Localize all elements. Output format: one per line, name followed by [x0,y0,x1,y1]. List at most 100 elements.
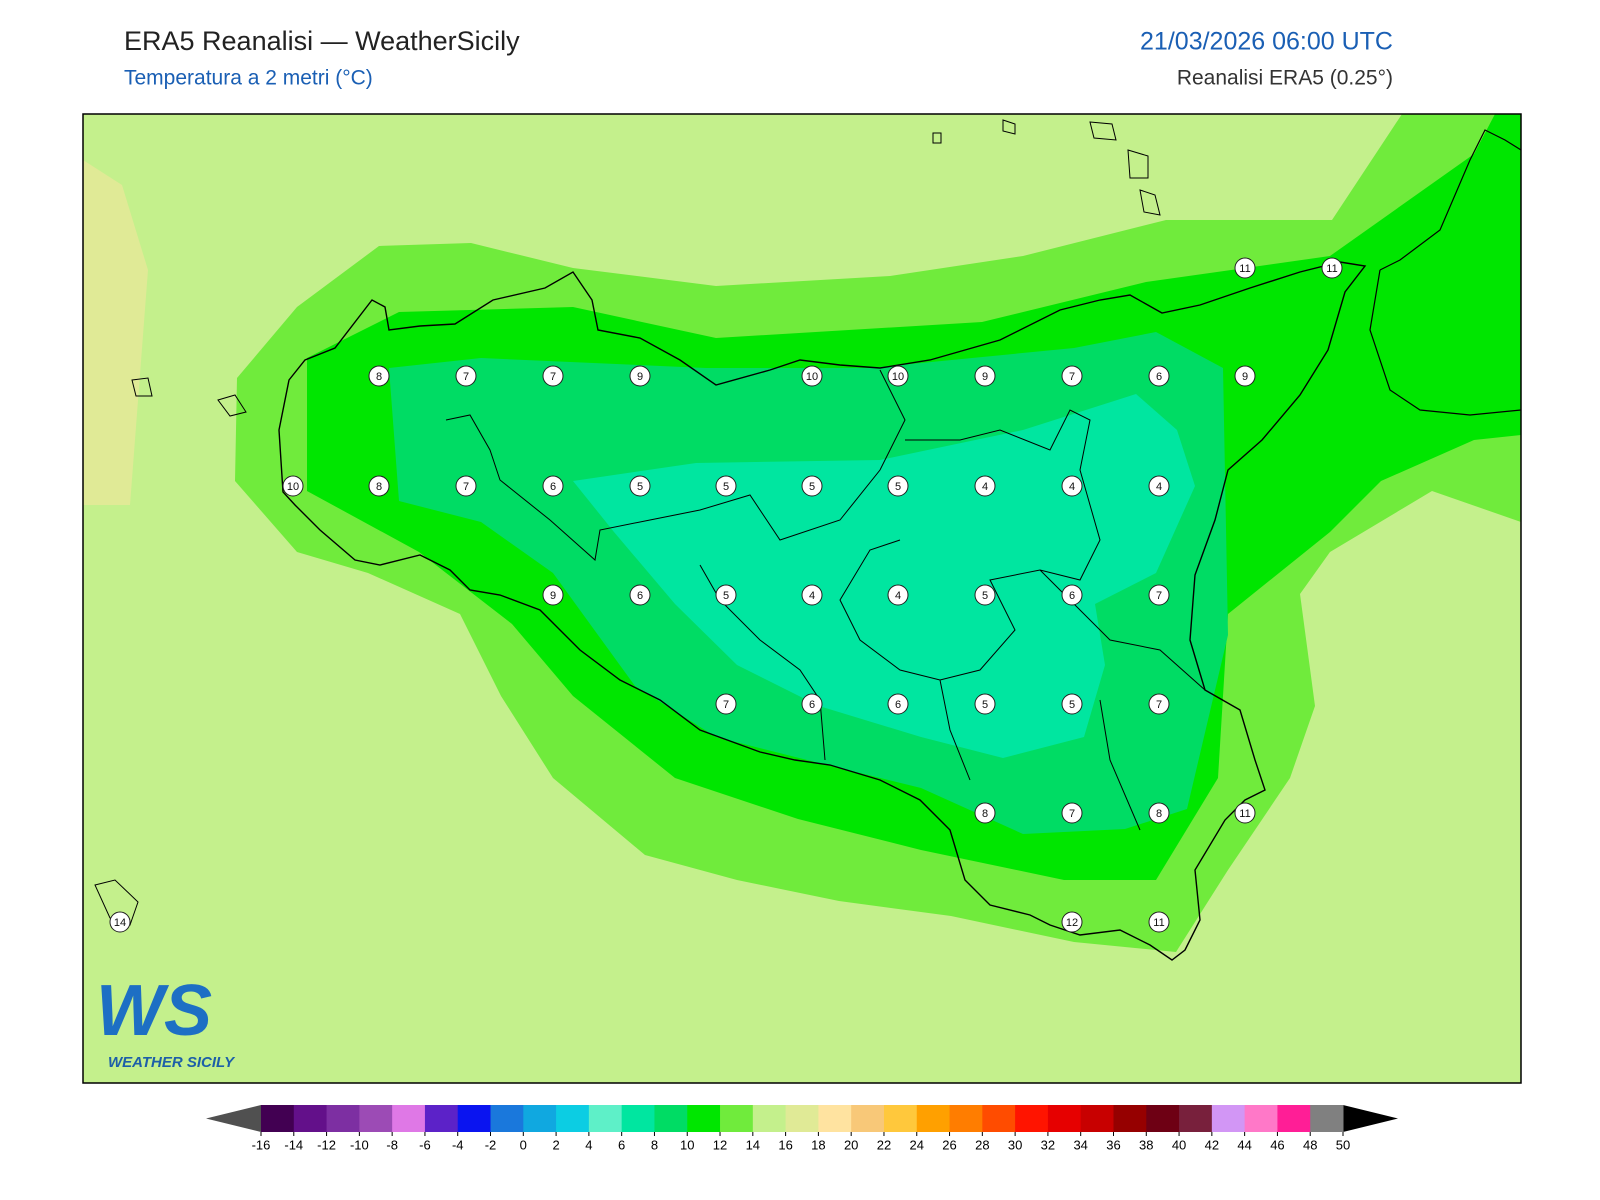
colorbar-segment [359,1105,393,1132]
station-marker [1234,257,1256,279]
station-marker [368,365,390,387]
station-marker [887,475,909,497]
colorbar-segment [982,1105,1016,1132]
station-value: 5 [723,590,729,602]
colorbar-segment [752,1105,787,1132]
colorbar-label: 34 [1073,1137,1087,1152]
station-marker [801,584,823,606]
station-value: 9 [982,371,988,383]
station-value: 4 [982,481,988,493]
colorbar-segment [556,1105,590,1132]
colorbar-label: 40 [1172,1137,1186,1152]
station-marker [1148,911,1170,933]
station-marker [801,475,823,497]
colorbar-label: 26 [942,1137,956,1152]
colorbar-label: -12 [317,1137,336,1152]
station-value: 6 [895,699,901,711]
colorbar-segment [1146,1105,1180,1132]
colorbar-label: 10 [680,1137,694,1152]
colorbar-segment [1244,1105,1278,1132]
colorbar-label: 2 [552,1137,559,1152]
date: 21/03/2026 06:00 UTC [1140,28,1393,56]
colorbar-segment [818,1105,852,1132]
station-marker [629,475,651,497]
station-value: 7 [463,481,469,493]
station-value: 5 [895,481,901,493]
station-marker [1061,365,1083,387]
station-marker [1061,584,1083,606]
coastline [278,261,1367,961]
colorbar-label: 18 [811,1137,825,1152]
source: Reanalisi ERA5 (0.25°) [1177,67,1393,90]
station-marker [368,475,390,497]
admin-border [445,369,1206,831]
colorbar-label: 36 [1106,1137,1120,1152]
colorbar-segment [424,1105,459,1132]
station-value: 11 [1326,263,1337,275]
colorbar-label: 14 [746,1137,760,1152]
colorbar-segment [588,1105,623,1132]
station-value: 8 [376,371,382,383]
station-marker [1234,365,1256,387]
station-marker [974,802,996,824]
colorbar-label: -10 [350,1137,369,1152]
colorbar-segment [949,1105,983,1132]
colorbar-under [206,1105,261,1132]
station-value: 8 [376,481,382,493]
colorbar-segment [883,1105,918,1132]
station-value: 11 [1239,263,1250,275]
station-value: 11 [1153,917,1164,929]
subtitle: Temperatura a 2 metri (°C) [124,67,373,90]
colorbar-segment [523,1105,557,1132]
station-value: 5 [1069,699,1075,711]
colorbar-segment [392,1105,426,1132]
station-marker [282,475,304,497]
station-marker [1321,257,1343,279]
station-marker [1061,693,1083,715]
station-value: 6 [809,699,815,711]
station-marker [887,693,909,715]
map-frame [82,113,1522,1084]
station-marker [715,584,737,606]
station-value: 6 [1069,590,1075,602]
colorbar-label: -14 [284,1137,303,1152]
station-marker [455,365,477,387]
colorbar-segment [326,1105,360,1132]
station-marker [974,693,996,715]
colorbar-segment [261,1105,295,1132]
colorbar-segment [1211,1105,1246,1132]
colorbar-label: 50 [1336,1137,1350,1152]
colorbar-segment [654,1105,688,1132]
station-marker [887,365,909,387]
station-value: 8 [982,808,988,820]
station-value: 9 [637,371,643,383]
station-marker [1061,802,1083,824]
station-value: 12 [1066,917,1078,929]
colorbar-segment [785,1105,819,1132]
station-value: 10 [287,481,299,493]
colorbar-segment [916,1105,951,1132]
station-marker [1148,584,1170,606]
colorbar-label: 28 [975,1137,989,1152]
station-marker [1148,475,1170,497]
colorbar-label: 4 [585,1137,592,1152]
station-marker [801,365,823,387]
station-value: 8 [1156,808,1162,820]
temp-area [83,160,148,505]
station-value: 6 [637,590,643,602]
colorbar-segment [293,1105,328,1132]
station-value: 7 [550,371,556,383]
station-marker [801,693,823,715]
colorbar-label: 24 [910,1137,924,1152]
colorbar-segment [1310,1105,1344,1132]
colorbar-label: 38 [1139,1137,1153,1152]
station-marker [109,911,131,933]
station-value: 7 [1069,808,1075,820]
logo: WS WEATHER SICILY [96,971,236,1071]
station-value: 6 [550,481,556,493]
station-value: 4 [1156,481,1162,493]
station-marker [715,693,737,715]
station-value: 14 [114,917,126,929]
station-value: 9 [1242,371,1248,383]
station-marker [1148,693,1170,715]
